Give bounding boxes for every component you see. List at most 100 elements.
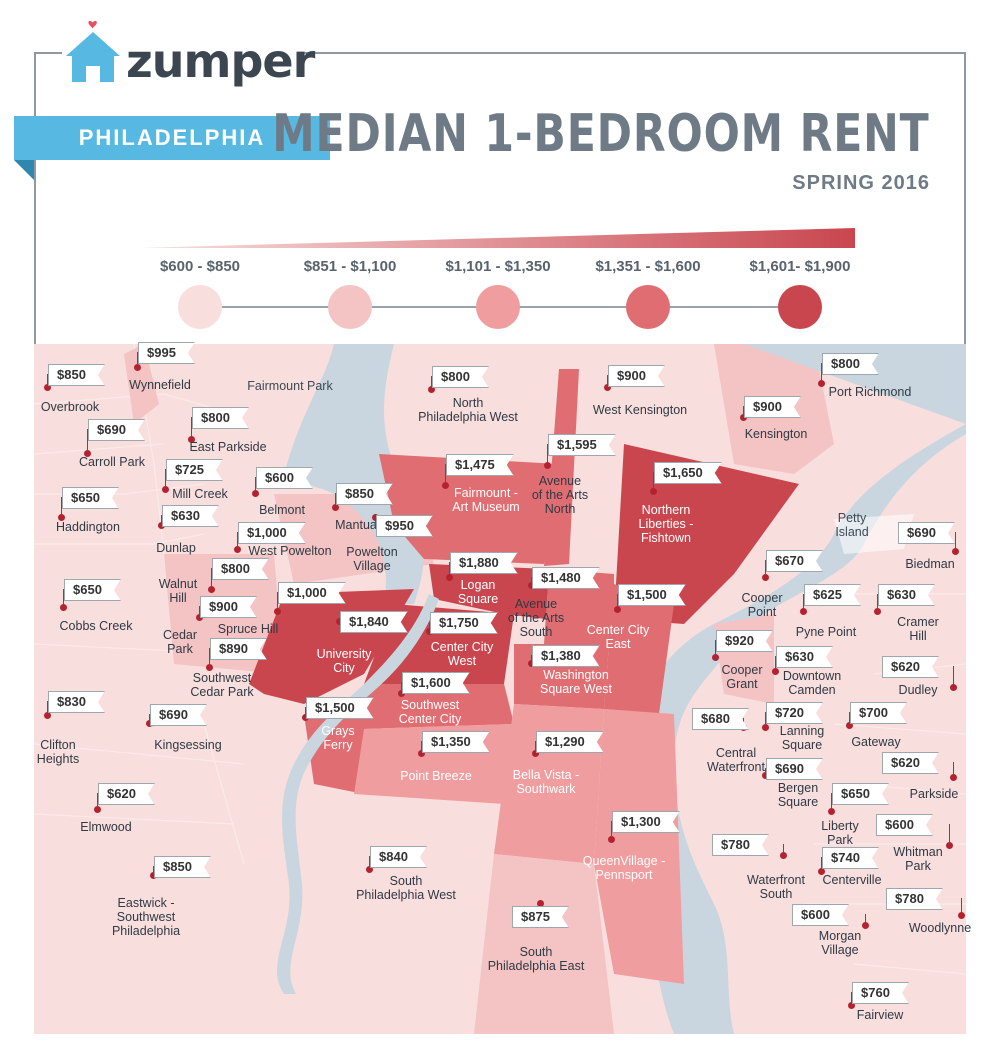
location-pin-walnut-hill[interactable] (208, 586, 215, 593)
flag-pole-central-waterfront (743, 718, 744, 724)
location-pin-cooper-point[interactable] (762, 574, 769, 581)
location-pin-kingsessing[interactable] (146, 720, 153, 727)
price-tag-gateway: $700 (850, 702, 907, 724)
neighborhood-name-biedman: Biedman (905, 557, 955, 571)
neighborhood-name-southwest-cedar-park: Southwest Cedar Park (190, 671, 254, 699)
location-pin-parkside[interactable] (950, 774, 957, 781)
price-tag-morgan-village: $600 (792, 904, 849, 926)
neighborhood-name-walnut-hill: Walnut Hill (158, 577, 198, 605)
flag-pole-haddington (61, 497, 62, 514)
location-pin-southwest-cedar-park[interactable] (206, 664, 213, 671)
flag-pole-mantua (335, 493, 336, 504)
neighborhood-name-point-breeze: Point Breeze (400, 769, 472, 783)
price-tag-bella-vista-southwark: $1,290 (536, 731, 604, 753)
avenue-arts-north-area (544, 369, 579, 566)
location-pin-powelton-village[interactable] (372, 514, 379, 521)
location-pin-pyne-point[interactable] (800, 608, 807, 615)
location-pin-gateway[interactable] (846, 722, 853, 729)
location-pin-kensington[interactable] (740, 414, 747, 421)
location-pin-bella-vista-southwark[interactable] (532, 750, 539, 757)
location-pin-morgan-village[interactable] (862, 922, 869, 929)
location-pin-woodlynne[interactable] (958, 912, 965, 919)
location-pin-grays-ferry[interactable] (302, 714, 309, 721)
location-pin-dudley[interactable] (950, 684, 957, 691)
location-pin-downtown-camden[interactable] (772, 668, 779, 675)
neighborhood-name-central-waterfront: Central Waterfront (707, 746, 765, 774)
price-tag-lanning-square: $720 (766, 702, 823, 724)
flag-pole-downtown-camden (775, 656, 776, 668)
location-pin-liberty-park[interactable] (828, 808, 835, 815)
location-pin-west-powelton[interactable] (234, 546, 241, 553)
location-pin-carroll-park[interactable] (84, 450, 91, 457)
location-pin-centerville[interactable] (818, 868, 825, 875)
neighborhood-name-southwest-center-city: Southwest Center City (398, 698, 462, 726)
location-pin-washington-square-west[interactable] (528, 660, 535, 667)
location-pin-dunlap[interactable] (158, 522, 165, 529)
house-icon (66, 20, 120, 82)
location-pin-wynnefield[interactable] (134, 364, 141, 371)
flag-pole-biedman (955, 532, 956, 548)
location-pin-overbrook[interactable] (44, 384, 51, 391)
price-tag-cobbs-creek: $650 (64, 579, 121, 601)
neighborhood-name-cobbs-creek: Cobbs Creek (59, 619, 133, 633)
location-pin-waterfront-south[interactable] (780, 852, 787, 859)
location-pin-center-city-east[interactable] (614, 606, 621, 613)
location-pin-haddington[interactable] (58, 514, 65, 521)
location-pin-northern-liberties-fishtown[interactable] (650, 488, 657, 495)
neighborhood-name-carroll-park: Carroll Park (79, 455, 145, 469)
location-pin-spruce-hill[interactable] (274, 608, 281, 615)
flag-pole-bergen-square (765, 768, 766, 772)
flag-pole-queenvillage-pennsport (611, 821, 612, 836)
price-tag-woodlynne: $780 (886, 888, 943, 910)
location-pin-elmwood[interactable] (94, 806, 101, 813)
location-pin-cooper-grant[interactable] (712, 654, 719, 661)
flag-pole-waterfront-south (783, 844, 784, 852)
neighborhood-name-parkside: Parkside (909, 787, 959, 801)
location-pin-port-richmond[interactable] (818, 380, 825, 387)
location-pin-mantua[interactable] (332, 504, 339, 511)
location-pin-clifton-heights[interactable] (44, 712, 51, 719)
location-pin-queenvillage-pennsport[interactable] (608, 836, 615, 843)
brand-name: zumper (126, 34, 315, 88)
location-pin-bergen-square[interactable] (762, 772, 769, 779)
location-pin-south-philadelphia-west[interactable] (366, 866, 373, 873)
location-pin-whitman-park[interactable] (946, 842, 953, 849)
location-pin-university-city[interactable] (336, 618, 343, 625)
flag-pole-morgan-village (865, 914, 866, 922)
location-pin-south-philadelphia-east[interactable] (537, 900, 544, 907)
price-tag-eastwick-southwest-philadelphia: $850 (154, 856, 211, 878)
location-pin-avenue-of-the-arts-south[interactable] (528, 582, 535, 589)
neighborhood-name-university-city: University City (316, 647, 372, 675)
location-pin-mill-creek[interactable] (162, 486, 169, 493)
neighborhood-name-belmont: Belmont (259, 503, 305, 517)
location-pin-logan-square[interactable] (446, 574, 453, 581)
neighborhood-name-morgan-village: Morgan Village (818, 929, 862, 957)
location-pin-west-kensington[interactable] (604, 384, 611, 391)
location-pin-cedar-park[interactable] (196, 614, 203, 621)
price-tag-university-city: $1,840 (340, 611, 408, 633)
legend-label-3: $1,101 - $1,350 (445, 258, 551, 275)
location-pin-point-breeze[interactable] (418, 750, 425, 757)
location-pin-biedman[interactable] (952, 548, 959, 555)
flag-pole-center-city-east (617, 594, 618, 606)
flag-pole-eastwick-southwest-philadelphia (153, 866, 154, 872)
location-pin-center-city-west[interactable] (426, 628, 433, 635)
location-pin-avenue-of-the-arts-north[interactable] (544, 462, 551, 469)
neighborhood-name-powelton-village: Powelton Village (346, 545, 398, 573)
location-pin-belmont[interactable] (252, 490, 259, 497)
price-tag-parkside: $620 (882, 752, 939, 774)
legend-label-2: $851 - $1,100 (303, 258, 397, 275)
location-pin-north-philadelphia-west[interactable] (428, 386, 435, 393)
location-pin-cobbs-creek[interactable] (60, 604, 67, 611)
price-tag-east-parkside: $800 (192, 407, 249, 429)
neighborhood-name-wynnefield: Wynnefield (129, 378, 191, 392)
flag-pole-belmont (255, 477, 256, 490)
location-pin-lanning-square[interactable] (762, 724, 769, 731)
location-pin-fairview[interactable] (848, 1002, 855, 1009)
location-pin-eastwick-southwest-philadelphia[interactable] (150, 872, 157, 879)
location-pin-east-parkside[interactable] (188, 436, 195, 443)
location-pin-cramer-hill[interactable] (874, 608, 881, 615)
location-pin-southwest-center-city[interactable] (398, 690, 405, 697)
flag-pole-cobbs-creek (63, 589, 64, 604)
location-pin-fairmount-art-museum[interactable] (442, 482, 449, 489)
